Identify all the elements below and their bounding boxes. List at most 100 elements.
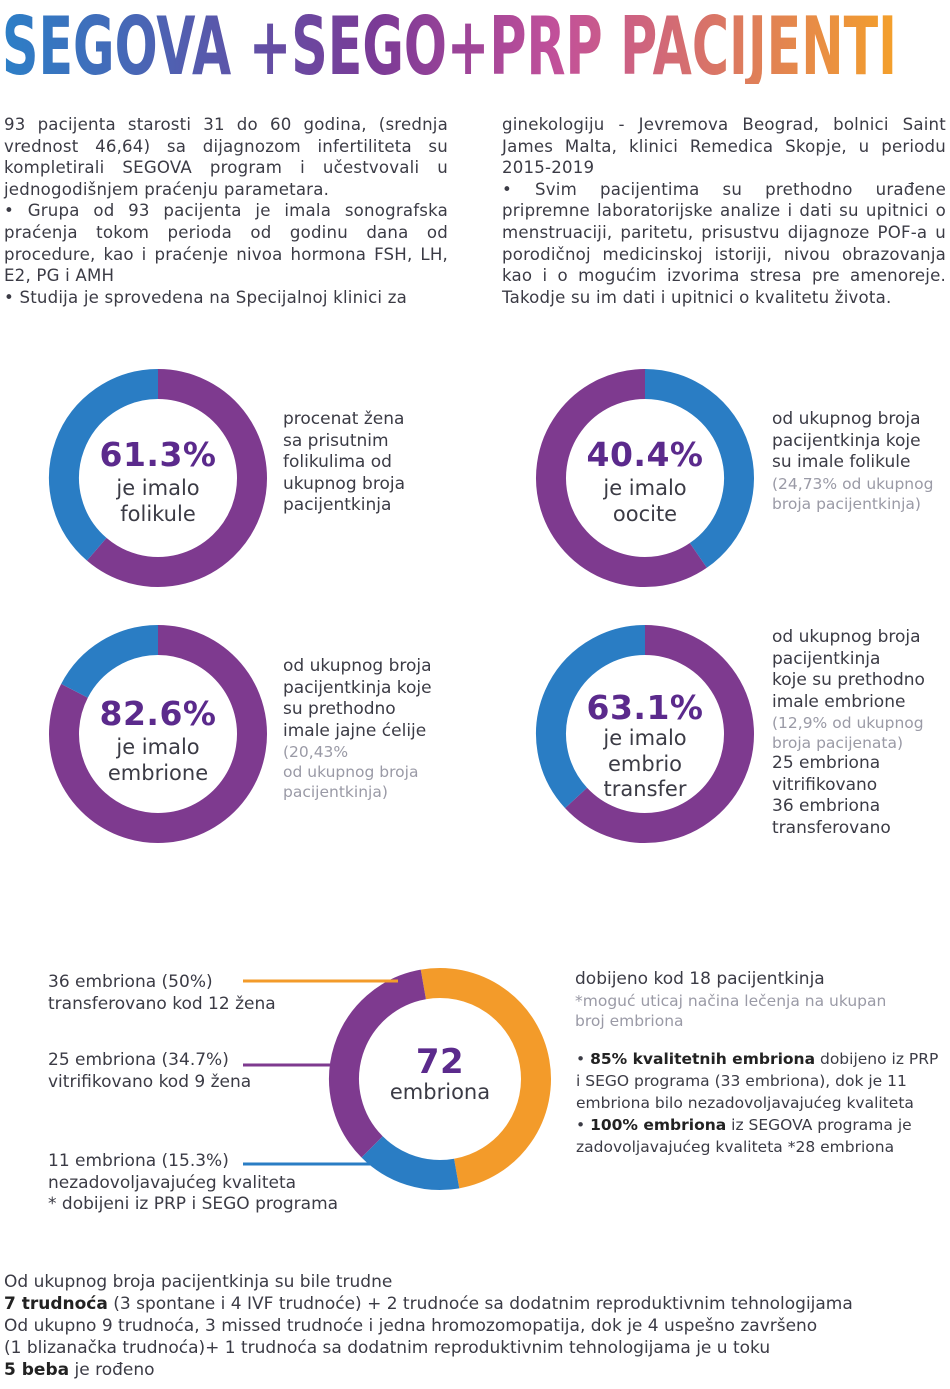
donut-embrione-label: je imalo embrione [68, 735, 248, 786]
embryo-total: 72 [415, 1042, 465, 1082]
intro-left-p3: • Studija je sprovedena na Specijalnoj k… [4, 287, 407, 307]
note-line: su prethodno [283, 699, 396, 719]
note-grey-line: (24,73% od ukupnog [772, 474, 934, 493]
embryo-slice-2 [361, 1135, 460, 1190]
donut-embrione-note: od ukupnog broja pacijentkinja koje su p… [283, 656, 463, 802]
page-title-text: SEGOVA +SEGO+PRP PACIJENTI [2, 2, 897, 84]
note-line: procenat žena [283, 409, 405, 429]
summary-bold: 5 beba [4, 1360, 70, 1380]
donut-folikule-line2: folikule [120, 501, 196, 526]
summary-line: 5 beba je rođeno [4, 1359, 944, 1381]
donut-arc-value [565, 625, 754, 843]
note-line: transferovano [772, 817, 891, 838]
note-grey-line: pacijentkinja) [283, 783, 388, 801]
donut-arc-rest [61, 625, 159, 699]
summary-text: je rođeno [69, 1360, 155, 1380]
label-line: * dobijeni iz PRP i SEGO programa [48, 1194, 339, 1214]
donut-transfer-line1: je imalo [603, 726, 687, 750]
bullet-bold: 85% kvalitetnih embriona [590, 1050, 816, 1068]
donut-oocite-line1: je imalo [603, 476, 687, 500]
summary-text: (3 spontane i 4 IVF trudnoće) + 2 trudno… [107, 1294, 853, 1314]
intro-left: 93 pacijenta starosti 31 do 60 godina, (… [4, 114, 448, 308]
donut-embrione-line1: je imalo [116, 735, 200, 759]
bullet-text: iz SEGOVA programa je [726, 1116, 912, 1134]
donut-arc-value [49, 625, 267, 843]
intro-left-p1: 93 pacijenta starosti 31 do 60 godina, (… [4, 115, 448, 199]
label-line: 11 embriona (15.3%) [48, 1151, 229, 1171]
bullet-bold: 100% embriona [590, 1116, 727, 1134]
note-line: imale embrione [772, 691, 906, 712]
donut-folikule-note: procenat žena sa prisutnim folikulima od… [283, 409, 463, 517]
donut-folikule-line1: je imalo [116, 476, 200, 500]
donut-transfer-label: je imalo embrio transfer [555, 726, 735, 803]
note-line: pacijentkinja [772, 648, 881, 669]
note-line: pacijentkinja koje [283, 677, 432, 698]
donut-transfer [536, 625, 754, 843]
note-line: od ukupnog broja [283, 656, 432, 676]
label-line: transferovano kod 12 žena [48, 993, 276, 1014]
donut-folikule-label: je imalo folikule [68, 476, 248, 527]
donut-embrione [49, 625, 267, 843]
donut-transfer-line2: embrio [607, 751, 683, 776]
note-line: imale jajne ćelije [283, 720, 427, 741]
donut-embrione-line2: embrione [107, 760, 209, 785]
bullet-text: dobijeno iz PRP [815, 1050, 939, 1068]
note-line: koje su prethodno [772, 670, 925, 690]
label-line: 25 embriona (34.7%) [48, 1050, 229, 1070]
note-grey-line: od ukupnog broja [283, 763, 419, 781]
donut-transfer-note: od ukupnog broja pacijentkinja koje su p… [772, 627, 947, 839]
note-line: dobijeno kod 18 pacijentkinja [575, 969, 825, 989]
donut-oocite-line2: oocite [612, 501, 678, 526]
label-line: vitrifikovano kod 9 žena [48, 1071, 252, 1092]
note-grey-line: *moguć uticaj načina lečenja na ukupan [575, 991, 887, 1010]
embryo-pie-chart [243, 968, 551, 1190]
note-grey-line: (20,43% [283, 743, 349, 761]
donut-transfer-value: 63.1% [586, 688, 704, 727]
donut-oocite-value: 40.4% [586, 435, 704, 474]
note-line: vitrifikovano [772, 774, 878, 795]
note-line: pacijentkinja [283, 495, 392, 515]
bullet-line: i SEGO programa (33 embriona), dok je 11 [576, 1072, 907, 1090]
donut-oocite [536, 369, 754, 587]
intro-right-p1: ginekologiju - Jevremova Beograd, bolnic… [502, 115, 946, 178]
embryo-label-vitrified: 25 embriona (34.7%) vitrifikovano kod 9 … [48, 1050, 338, 1093]
bullet-line: zadovoljavajućeg kvaliteta *28 embriona [576, 1138, 895, 1156]
note-grey-line: broja pacijenata) [772, 734, 904, 752]
note-grey-line: broj embriona [575, 1011, 684, 1030]
embryo-right-note: dobijeno kod 18 pacijentkinja *moguć uti… [575, 969, 945, 1031]
embryo-label-poor: 11 embriona (15.3%) nezadovoljavajućeg k… [48, 1151, 378, 1216]
note-grey-line: broja pacijentkinja) [772, 494, 921, 513]
intro-left-p2: • Grupa od 93 pacijenta je imala sonogra… [4, 201, 448, 286]
embryo-slice-1 [329, 969, 427, 1158]
donut-arc-rest [49, 369, 159, 561]
embryo-label-transfer: 36 embriona (50%) transferovano kod 12 ž… [48, 972, 338, 1015]
donut-arc-rest [536, 369, 707, 587]
note-line: od ukupnog broja [772, 627, 921, 647]
donut-oocite-label: je imalo oocite [555, 476, 735, 527]
donut-folikule-value: 61.3% [99, 435, 217, 474]
summary-bold: 7 trudnoća [4, 1294, 108, 1314]
embryo-total-label: embriona [389, 1080, 491, 1104]
summary-line: (1 blizanačka trudnoća)+ 1 trudnoća sa d… [4, 1338, 771, 1358]
label-line: 36 embriona (50%) [48, 972, 213, 992]
bullet-line: • 100% embriona iz SEGOVA programa je [576, 1116, 912, 1134]
bullet-line: embriona bilo nezadovoljavajućeg kvalite… [576, 1094, 914, 1112]
donut-arc-rest [536, 625, 646, 809]
intro-right-p2: • Svim pacijentima su prethodno urađene … [502, 179, 946, 307]
page-title: SEGOVA +SEGO+PRP PACIJENTI [2, 2, 897, 84]
donut-arc-value [644, 369, 754, 568]
donut-transfer-line3: transfer [603, 777, 687, 801]
note-line: pacijentkinja koje [772, 430, 921, 451]
summary-line: Od ukupno 9 trudnoća, 3 missed trudnoće … [4, 1316, 818, 1336]
donut-arc-value [86, 369, 267, 587]
bullet-line: • 85% kvalitetnih embriona dobijeno iz P… [576, 1050, 939, 1068]
note-line: 25 embriona [772, 753, 881, 773]
donut-embrione-value: 82.6% [99, 694, 217, 733]
label-line: nezadovoljavajućeg kvaliteta [48, 1172, 297, 1193]
note-line: 36 embriona [772, 796, 881, 816]
note-line: su imale folikule [772, 452, 911, 472]
donut-folikule [49, 369, 267, 587]
note-line: ukupnog broja [283, 473, 405, 494]
embryo-bullets: • 85% kvalitetnih embriona dobijeno iz P… [576, 1048, 946, 1158]
note-line: folikulima od [283, 452, 392, 472]
